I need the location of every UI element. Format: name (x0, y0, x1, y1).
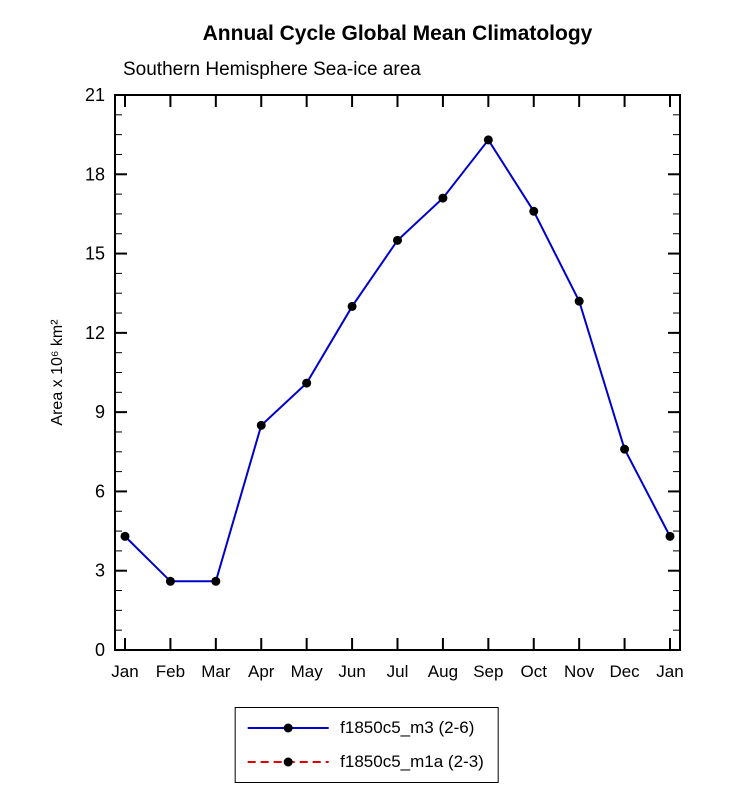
data-point-marker (574, 296, 584, 306)
x-tick-label: Jan (111, 662, 138, 681)
x-tick-label: Jul (387, 662, 409, 681)
chart-subtitle: Southern Hemisphere Sea-ice area (123, 59, 421, 80)
x-tick-label: Mar (201, 662, 231, 681)
legend-marker-icon (283, 757, 293, 767)
legend-item: f1850c5_m3 (2-6) (245, 713, 484, 743)
legend-item: f1850c5_m1a (2-3) (245, 747, 484, 777)
x-tick-label: Apr (248, 662, 275, 681)
y-tick-label: 9 (95, 402, 105, 422)
legend-line-sample (247, 757, 329, 767)
x-tick-label: May (291, 662, 324, 681)
data-point-marker (438, 193, 448, 203)
chart-title: Annual Cycle Global Mean Climatology (202, 22, 593, 45)
x-tick-label: Sep (473, 662, 503, 681)
data-point-marker (529, 206, 539, 216)
data-point-marker (393, 235, 402, 245)
y-axis-label: Area x 10⁶ km² (49, 319, 66, 426)
y-tick-label: 3 (95, 561, 105, 581)
x-tick-label: Dec (609, 662, 640, 681)
y-tick-label: 6 (95, 481, 105, 501)
data-point-marker (165, 576, 175, 586)
y-tick-label: 0 (95, 640, 105, 660)
data-point-marker (665, 531, 675, 541)
legend: f1850c5_m3 (2-6) f1850c5_m1a (2-3) (234, 707, 499, 783)
data-point-marker (347, 301, 357, 311)
x-tick-label: Oct (521, 662, 548, 681)
y-tick-label: 18 (85, 164, 105, 184)
data-point-marker (211, 576, 221, 586)
data-point-marker (483, 135, 493, 145)
y-tick-label: 21 (85, 85, 105, 105)
data-point-marker (256, 420, 266, 430)
data-point-marker (120, 531, 130, 541)
plot-frame (114, 94, 681, 651)
x-tick-label: Aug (428, 662, 458, 681)
plot-area: 0 3 6 9 12 15 18 21 Jan Feb Mar Apr May Jun Jul Aug Sep O… (49, 85, 684, 681)
legend-line-sample (247, 723, 329, 733)
legend-label: f1850c5_m3 (2-6) (340, 718, 475, 737)
y-tick-label: 15 (85, 244, 105, 264)
legend-label: f1850c5_m1a (2-3) (340, 752, 484, 771)
x-tick-label: Jun (338, 662, 365, 681)
x-tick-label: Nov (564, 662, 595, 681)
y-tick-label: 12 (85, 323, 105, 343)
data-point-marker (620, 444, 630, 454)
x-tick-label: Jan (656, 662, 683, 681)
x-tick-label: Feb (156, 662, 185, 681)
series-line (124, 138, 671, 583)
legend-marker-icon (283, 723, 293, 733)
data-point-marker (302, 378, 312, 388)
